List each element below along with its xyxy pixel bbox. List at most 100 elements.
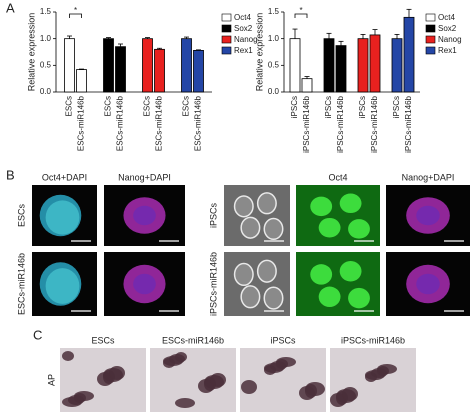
micrograph [224,252,290,316]
image-bg [296,185,380,246]
panel-label: A [6,0,15,15]
colony [348,287,370,309]
x-tick-label: iPSCs [290,96,299,118]
x-tick-label: ESCs [182,96,191,116]
legend-label: Oct4 [234,13,251,22]
bar [357,38,369,93]
micrograph [32,185,97,246]
column-header: iPSCs-miR146b [341,335,405,345]
column-header: ESCs [91,335,115,345]
image-bg [296,252,380,316]
x-tick-label: ESCs [143,96,152,116]
colony [233,262,254,287]
colony [109,366,125,380]
x-tick-label: iPSCs-miR146b [404,95,413,152]
x-tick-label: iPSCs-miR146b [336,95,345,152]
legend-label: Rex1 [234,46,253,55]
micrograph [32,252,97,316]
colony [342,387,358,401]
y-tick-label: 1.0 [268,34,280,43]
bar [181,38,192,93]
significance-mark: * [299,6,302,15]
colony-core [416,273,440,295]
y-tick-label: 1.0 [40,34,52,43]
colony-core [416,205,440,226]
micrograph [296,252,380,316]
y-tick-label: 1.5 [268,7,280,16]
bar [64,38,75,93]
colony [276,357,296,367]
panel-label: C [33,327,42,342]
y-tick-label: 0.5 [40,60,52,69]
significance-mark: * [74,6,77,15]
colony [256,259,277,283]
legend-swatch [221,24,232,33]
colony [339,260,362,282]
legend-label: Rex1 [438,46,457,55]
legend-label: Oct4 [438,13,455,22]
colony [256,192,277,215]
legend-swatch [221,35,232,44]
legend-label: Nanog [438,35,462,44]
colony [348,219,370,239]
colony [377,364,397,374]
x-tick-label: ESCs-miR146b [116,95,125,151]
bar [335,45,347,93]
colony [310,196,333,217]
column-header: Oct4 [328,172,347,182]
x-tick-label: iPSCs-miR146b [370,95,379,152]
y-axis-label: Relative expression [254,13,264,92]
micrograph [386,185,470,246]
colony [310,264,333,285]
ap-stain-image [240,348,326,412]
bar [301,78,313,93]
colony [339,193,362,214]
colony [62,351,74,361]
colony [74,391,94,401]
significance-bracket [69,13,82,18]
colony-edge [45,268,80,304]
x-tick-label: iPSCs [324,96,333,118]
micrograph [224,185,290,246]
row-label: iPSCs [208,203,218,229]
colony [175,398,195,408]
x-tick-label: ESCs [104,96,113,116]
legend-swatch [221,46,232,55]
column-header: ESCs-miR146b [162,335,224,345]
column-header: Nanog+DAPI [118,172,171,182]
micrograph [104,185,185,246]
x-tick-label: ESCs-miR146b [155,95,164,151]
colony [318,286,341,308]
row-label: ESCs [16,204,26,228]
x-tick-label: ESCs-miR146b [77,95,86,151]
bar [103,38,114,93]
legend-label: Nanog [234,35,258,44]
legend-swatch [425,13,436,22]
ap-stain-image [60,348,146,412]
colony-core [133,205,156,226]
x-tick-label: ESCs-miR146b [194,95,203,151]
legend-swatch [425,35,436,44]
y-tick-label: 0.0 [268,87,280,96]
ap-stain-image [150,348,236,412]
legend-label: Sox2 [438,24,457,33]
legend-swatch [425,24,436,33]
micrograph [296,185,380,246]
colony-edge [45,200,80,235]
row-label: ESCs-miR146b [16,253,26,315]
bar [115,46,126,93]
colony [210,373,226,387]
colony-core [133,273,156,295]
colony [305,382,325,396]
row-label: iPSCs-miR146b [208,252,218,316]
bar [391,38,403,93]
panel-label: B [6,167,15,182]
colony [240,285,261,309]
bar [154,48,165,93]
x-tick-label: iPSCs [358,96,367,118]
y-tick-label: 0.0 [40,87,52,96]
micrograph [104,252,185,316]
colony [263,217,284,241]
bar [403,16,415,93]
bar [142,38,153,93]
